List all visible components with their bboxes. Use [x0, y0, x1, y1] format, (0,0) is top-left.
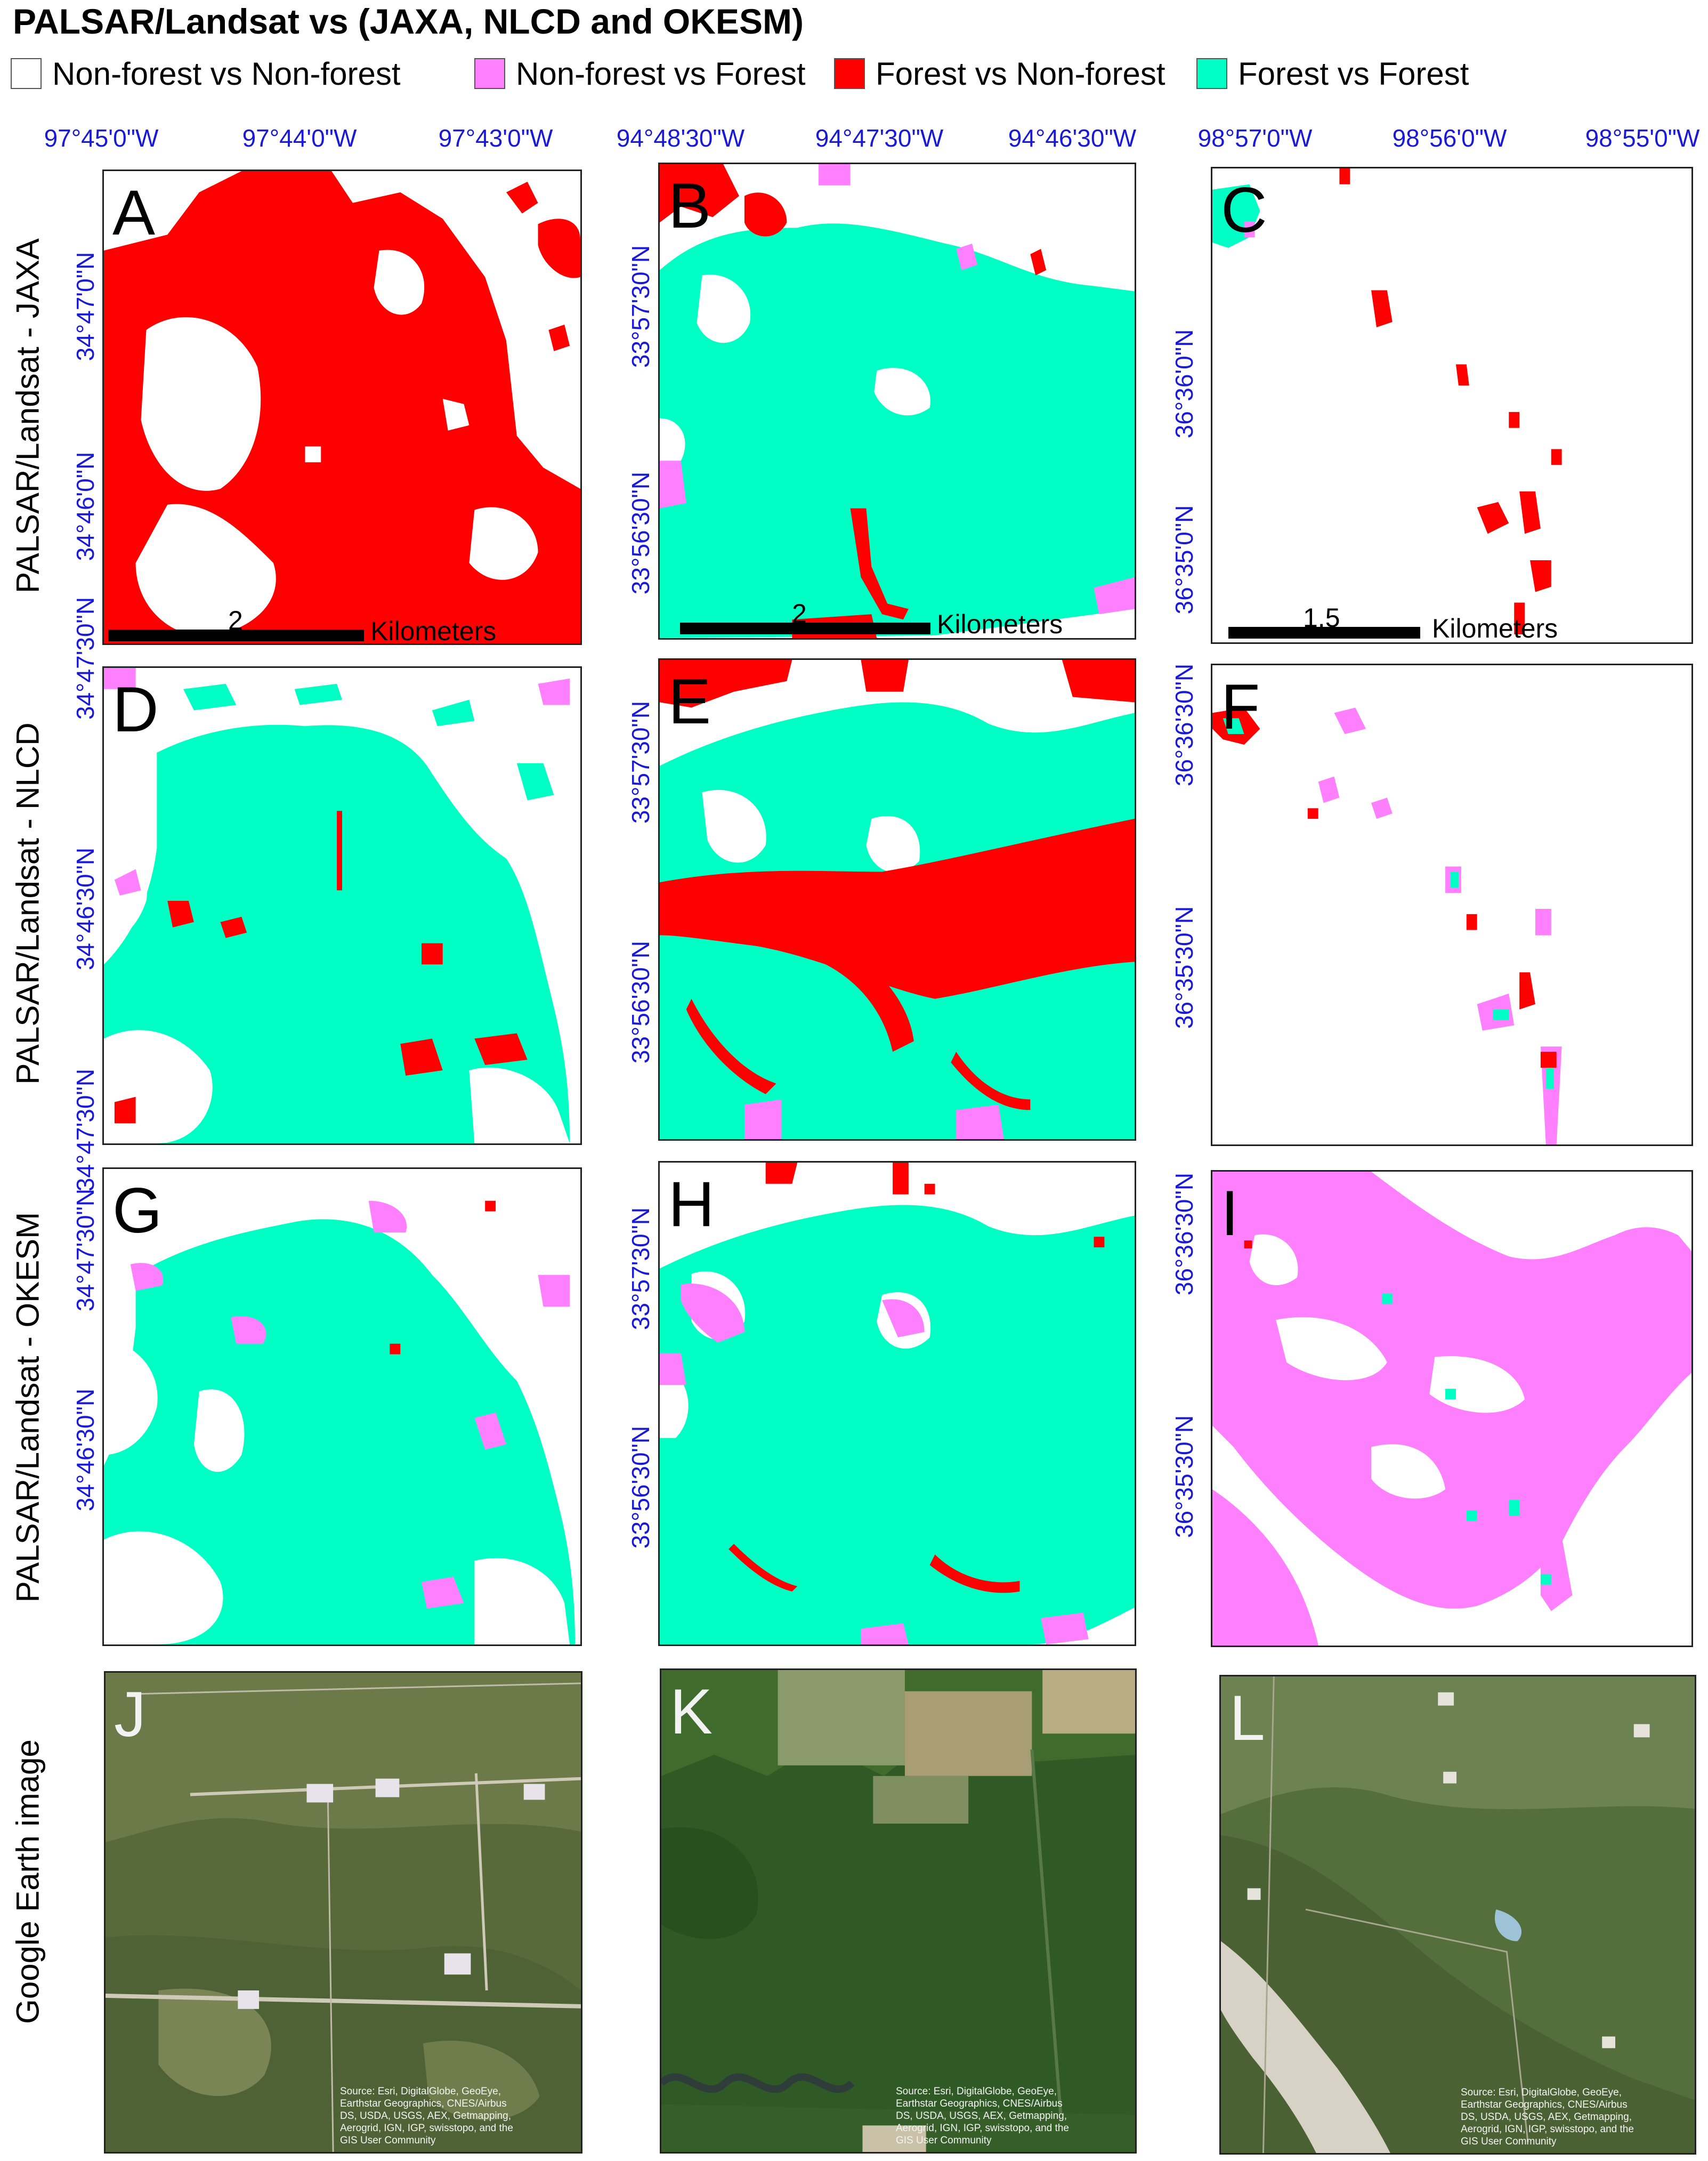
longitude-label: 94°47'30"W [815, 124, 944, 152]
scale-bar-segment [108, 630, 364, 641]
row-label-okesm: PALSAR/Landsat - OKESM [10, 1212, 46, 1603]
panel-letter-c: C [1221, 174, 1267, 246]
latitude-label: 33°56'30"N [627, 940, 654, 1064]
latitude-label: 36°35'30"N [1170, 906, 1198, 1029]
satellite-image-j: J Source: Esri, DigitalGlobe, GeoEye, Ea… [104, 1671, 582, 2154]
map-panel-d: D [102, 666, 582, 1145]
imagery-attribution: Source: Esri, DigitalGlobe, GeoEye, Eart… [1461, 2087, 1634, 2147]
latitude-label: 36°35'0"N [1170, 505, 1198, 615]
panel-letter-d: D [112, 674, 159, 745]
latitude-label: 34°47'0"N [71, 252, 99, 361]
row-label-jaxa: PALSAR/Landsat - JAXA [10, 238, 46, 593]
map-panel-b: B 2 Kilometers [658, 163, 1136, 640]
classification-map [104, 171, 580, 643]
panel-letter-a: A [112, 177, 156, 248]
latitude-label: 33°56'30"N [627, 471, 654, 595]
legend-swatch [474, 58, 505, 89]
satellite-imagery [106, 1673, 581, 2152]
panel-letter-i: I [1221, 1178, 1239, 1249]
latitude-label: 36°35'30"N [1170, 1415, 1198, 1538]
longitude-label: 94°46'30"W [1008, 124, 1137, 152]
row-label-google-earth: Google Earth image [10, 1739, 46, 2024]
latitude-label: 36°36'0"N [1170, 329, 1198, 439]
satellite-imagery [1221, 1676, 1695, 2153]
map-panel-h: H [658, 1161, 1136, 1646]
latitude-label: 36°36'30"N [1170, 1172, 1198, 1296]
classification-map [104, 1169, 580, 1644]
satellite-image-l: L Source: Esri, DigitalGlobe, GeoEye, Ea… [1219, 1675, 1696, 2155]
latitude-label: 34°46'30"N [71, 1388, 99, 1512]
legend-swatch [1196, 58, 1227, 89]
longitude-label: 98°57'0"W [1197, 124, 1313, 152]
satellite-image-k: K Source: Esri, DigitalGlobe, GeoEye, Ea… [660, 1668, 1137, 2154]
latitude-label: 33°57'30"N [627, 245, 654, 368]
classification-map [660, 1163, 1135, 1644]
scale-unit: Kilometers [1432, 614, 1558, 643]
scale-bar: 2 Kilometers [108, 606, 496, 643]
panel-letter-g: G [112, 1175, 163, 1246]
classification-map [660, 660, 1135, 1139]
latitude-label: 34°47'30"N [71, 1188, 99, 1312]
scale-bar: 2 Kilometers [680, 599, 1117, 639]
longitude-label: 98°55'0"W [1585, 124, 1700, 152]
map-panel-f: F [1211, 664, 1693, 1146]
classification-map [104, 668, 580, 1143]
map-panel-g: G [102, 1167, 582, 1646]
panel-letter-l: L [1229, 1682, 1265, 1754]
legend-swatch [834, 58, 865, 89]
longitude-label: 97°44'0"W [242, 124, 357, 152]
satellite-imagery [661, 1670, 1135, 2152]
scale-bar-segment [680, 623, 930, 634]
panel-letter-f: F [1221, 671, 1260, 743]
row-label-nlcd: PALSAR/Landsat - NLCD [10, 722, 46, 1085]
legend-label: Forest vs Non-forest [876, 56, 1165, 92]
latitude-label: 36°36'30"N [1170, 663, 1198, 787]
imagery-attribution: Source: Esri, DigitalGlobe, GeoEye, Eart… [340, 2086, 513, 2146]
classification-map [1212, 168, 1691, 642]
panel-letter-b: B [668, 170, 711, 241]
longitude-label: 97°45'0"W [44, 124, 159, 152]
map-panel-i: I [1211, 1170, 1693, 1647]
latitude-label: 34°46'30"N [71, 847, 99, 971]
panel-letter-e: E [668, 666, 711, 737]
map-panel-a: A 2 Kilometers [102, 170, 582, 645]
longitude-label: 94°48'30"W [616, 124, 745, 152]
scale-bar-segment [1228, 627, 1420, 639]
panel-letter-k: K [670, 1676, 713, 1747]
map-panel-e: E [658, 658, 1136, 1141]
latitude-label: 33°56'30"N [627, 1425, 654, 1549]
scale-unit: Kilometers [937, 609, 1063, 639]
latitude-label: 33°57'30"N [627, 700, 654, 824]
classification-map [1212, 1172, 1691, 1646]
panel-letter-h: H [668, 1168, 715, 1240]
latitude-label: 34°47'30"N [71, 1068, 99, 1192]
latitude-label: 34°46'0"N [71, 451, 99, 561]
imagery-attribution: Source: Esri, DigitalGlobe, GeoEye, Eart… [896, 2086, 1069, 2146]
classification-map [1212, 665, 1691, 1144]
classification-map [660, 164, 1135, 638]
panel-letter-j: J [114, 1679, 146, 1750]
latitude-label: 34°47'30"N [71, 596, 99, 720]
scale-unit: Kilometers [370, 616, 497, 645]
legend-label: Non-forest vs Non-forest [52, 56, 401, 92]
legend-label: Non-forest vs Forest [516, 56, 806, 92]
latitude-label: 33°57'30"N [627, 1207, 654, 1331]
longitude-label: 97°43'0"W [438, 124, 553, 152]
scale-bar: 1.5 Kilometers [1228, 603, 1665, 643]
longitude-label: 98°56'0"W [1392, 124, 1507, 152]
legend-swatch [11, 58, 42, 89]
figure-title: PALSAR/Landsat vs (JAXA, NLCD and OKESM) [13, 2, 804, 41]
legend-label: Forest vs Forest [1238, 56, 1469, 92]
map-panel-c: C 1.5 Kilometers [1211, 167, 1693, 644]
